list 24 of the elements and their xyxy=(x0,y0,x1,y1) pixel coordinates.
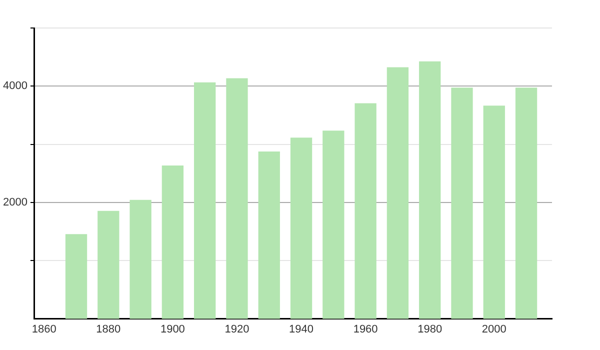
bar xyxy=(483,106,505,319)
bar xyxy=(354,103,376,319)
bar xyxy=(290,138,312,319)
bar xyxy=(98,210,120,319)
bar xyxy=(162,166,184,319)
x-tick-label: 1860 xyxy=(32,323,56,336)
bar xyxy=(451,88,473,319)
bar xyxy=(258,152,280,319)
bar xyxy=(419,61,441,319)
x-tick-label: 1880 xyxy=(96,323,121,336)
x-tick-label: 1920 xyxy=(224,323,250,336)
bar xyxy=(65,234,88,319)
bar xyxy=(194,82,216,319)
x-tick-label: 2000 xyxy=(482,323,506,336)
bar xyxy=(226,78,248,319)
x-tick-label: 1900 xyxy=(160,323,185,336)
bar xyxy=(130,200,152,319)
bar xyxy=(322,130,344,319)
x-tick-label: 1940 xyxy=(289,323,314,336)
bar xyxy=(386,67,409,319)
y-tick-label: 4000 xyxy=(2,80,28,92)
x-tick-label: 1960 xyxy=(353,323,378,336)
x-tick-label: 1980 xyxy=(418,323,442,336)
bar xyxy=(515,88,538,319)
